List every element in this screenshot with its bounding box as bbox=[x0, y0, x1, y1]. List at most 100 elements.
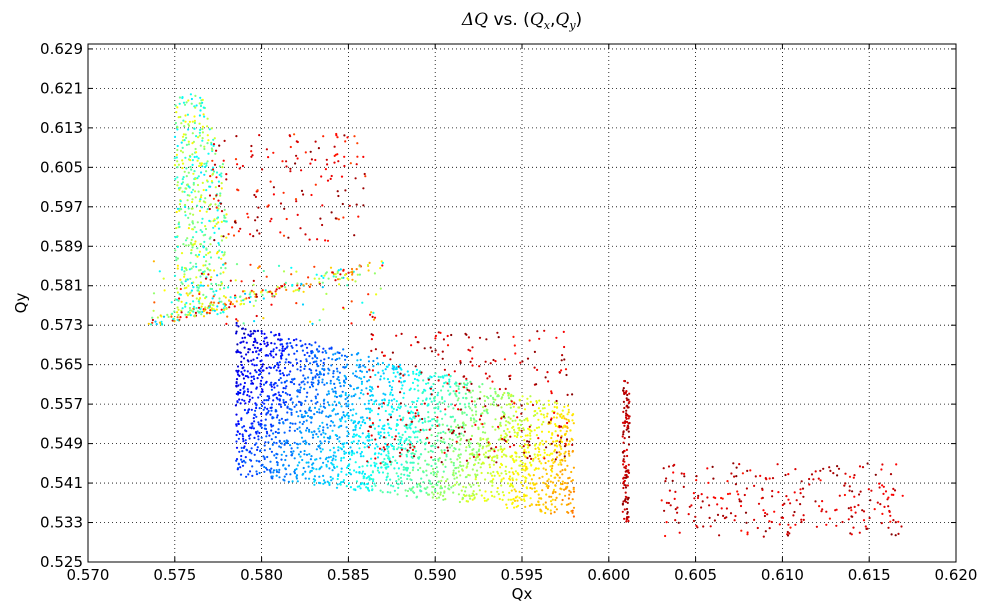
data-point bbox=[336, 483, 339, 486]
data-point bbox=[464, 476, 467, 479]
data-point bbox=[507, 498, 510, 501]
data-point bbox=[189, 261, 192, 264]
data-point bbox=[291, 346, 294, 349]
data-point bbox=[371, 422, 374, 425]
x-tick-label: 0.575 bbox=[153, 566, 196, 584]
data-point bbox=[205, 164, 208, 167]
data-point bbox=[289, 135, 292, 138]
data-point bbox=[340, 405, 343, 408]
data-point bbox=[317, 481, 321, 484]
data-point bbox=[283, 431, 286, 434]
data-point bbox=[494, 360, 497, 363]
data-point bbox=[533, 468, 536, 471]
data-point bbox=[313, 277, 316, 280]
data-point bbox=[383, 457, 386, 461]
data-point bbox=[434, 462, 437, 465]
data-point bbox=[470, 452, 473, 456]
data-point bbox=[487, 456, 490, 459]
data-point bbox=[499, 423, 502, 426]
data-point bbox=[345, 451, 348, 454]
data-point bbox=[409, 436, 412, 439]
data-point bbox=[212, 197, 215, 200]
data-point bbox=[660, 499, 663, 502]
data-point bbox=[341, 442, 344, 445]
data-point bbox=[374, 452, 377, 455]
data-point bbox=[447, 428, 450, 431]
data-point bbox=[452, 469, 455, 472]
data-point bbox=[520, 412, 523, 415]
data-point bbox=[249, 295, 252, 298]
data-point bbox=[272, 432, 275, 435]
data-point bbox=[548, 454, 551, 457]
data-point bbox=[338, 283, 341, 286]
data-point bbox=[254, 409, 257, 412]
data-point bbox=[416, 399, 419, 403]
data-point bbox=[455, 384, 458, 387]
data-point bbox=[332, 457, 335, 460]
data-point bbox=[362, 393, 365, 396]
data-point bbox=[255, 415, 258, 418]
data-point bbox=[260, 379, 263, 382]
data-point bbox=[458, 435, 461, 438]
data-point bbox=[224, 303, 227, 306]
data-point bbox=[745, 487, 749, 490]
data-point bbox=[269, 383, 272, 386]
data-point bbox=[280, 405, 283, 408]
data-point bbox=[464, 332, 467, 335]
data-point bbox=[328, 483, 331, 486]
data-point bbox=[272, 193, 275, 196]
data-point bbox=[189, 309, 192, 312]
data-point bbox=[493, 450, 496, 453]
data-point bbox=[151, 321, 154, 324]
data-point bbox=[253, 453, 256, 456]
data-point bbox=[275, 346, 278, 349]
data-point bbox=[334, 390, 337, 393]
data-point bbox=[624, 470, 627, 473]
data-point bbox=[281, 345, 284, 348]
data-point bbox=[373, 427, 376, 430]
data-point bbox=[249, 291, 252, 294]
data-point bbox=[414, 415, 417, 418]
data-point bbox=[314, 183, 317, 186]
data-point bbox=[231, 303, 234, 306]
data-point bbox=[362, 364, 365, 367]
data-point bbox=[298, 426, 301, 429]
data-point bbox=[293, 133, 296, 136]
data-point bbox=[514, 352, 517, 355]
data-point bbox=[362, 477, 365, 480]
data-point bbox=[453, 370, 456, 373]
data-point bbox=[300, 403, 303, 407]
data-point bbox=[282, 191, 285, 194]
data-point bbox=[183, 273, 186, 276]
data-point bbox=[279, 446, 282, 449]
data-point bbox=[217, 284, 220, 287]
data-point bbox=[399, 391, 402, 394]
data-point bbox=[799, 488, 802, 491]
data-point bbox=[391, 410, 394, 413]
data-point bbox=[336, 271, 339, 275]
data-point bbox=[509, 445, 512, 448]
data-point bbox=[387, 455, 390, 458]
data-point bbox=[350, 449, 354, 452]
data-point bbox=[491, 479, 494, 482]
data-point bbox=[211, 159, 214, 162]
data-point bbox=[734, 483, 738, 486]
data-point bbox=[346, 136, 349, 139]
data-point bbox=[215, 206, 218, 209]
data-point bbox=[342, 445, 345, 448]
data-point bbox=[278, 399, 281, 402]
data-point bbox=[386, 483, 389, 486]
data-point bbox=[749, 469, 752, 472]
data-point bbox=[463, 375, 466, 378]
data-point bbox=[452, 484, 455, 487]
data-point bbox=[494, 446, 498, 449]
data-point bbox=[311, 376, 315, 379]
data-point bbox=[261, 390, 264, 393]
data-point bbox=[391, 351, 394, 354]
data-point bbox=[459, 425, 462, 428]
data-point bbox=[343, 366, 346, 369]
data-point bbox=[225, 213, 228, 216]
data-point bbox=[378, 419, 381, 422]
data-point bbox=[333, 400, 336, 403]
data-point bbox=[347, 394, 350, 397]
